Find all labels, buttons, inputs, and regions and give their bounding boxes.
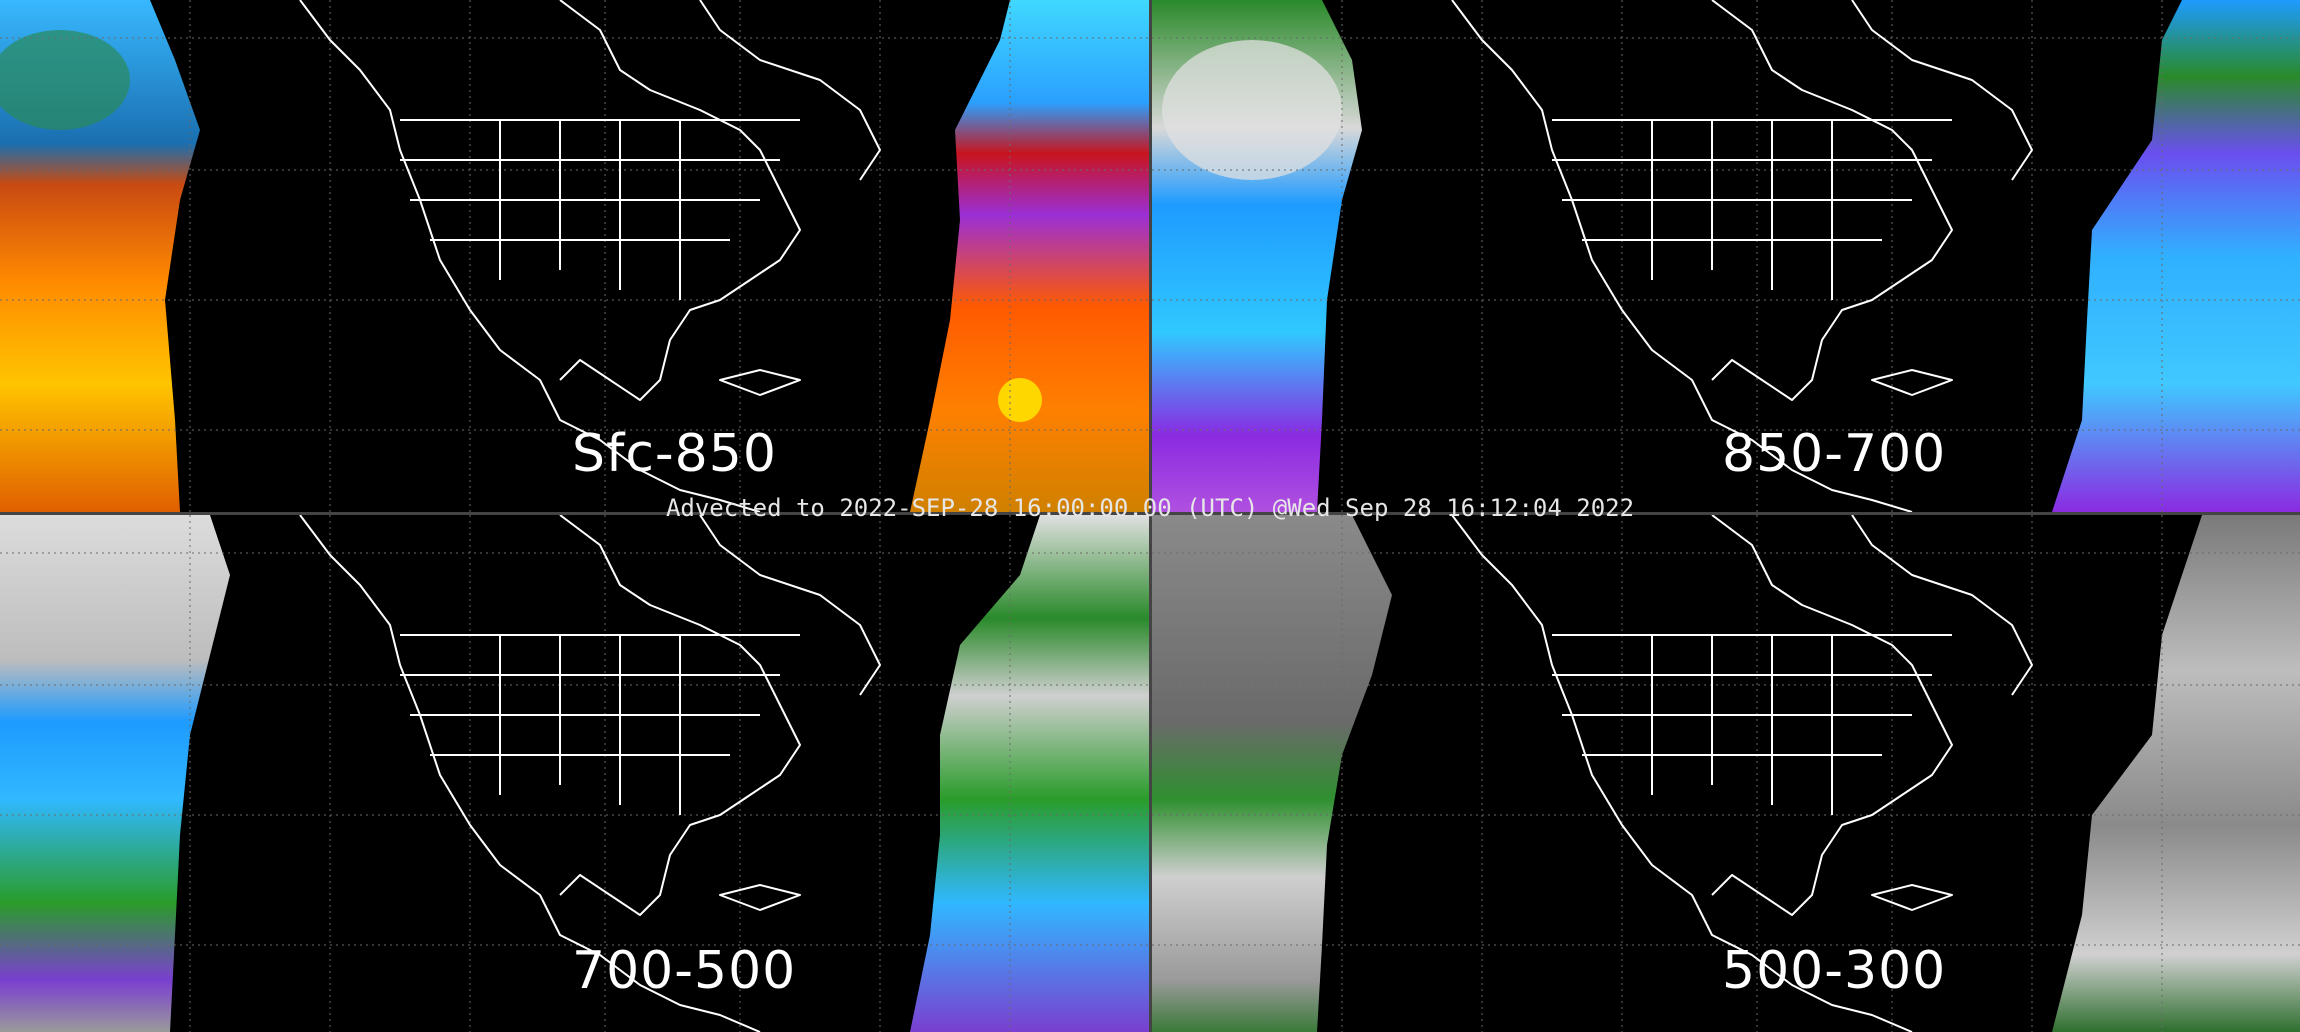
continent-outline	[299, 0, 881, 512]
grid-lines	[1152, 515, 2300, 1032]
advection-timestamp: Advected to 2022-SEP-28 16:00:00.00 (UTC…	[665, 494, 1635, 522]
gray-patch-west	[1162, 40, 1342, 180]
continent-outline	[1451, 0, 2033, 512]
grid-lines	[1152, 0, 2300, 512]
panel-sfc-850: Sfc-850	[0, 0, 1149, 512]
map-sfc-850	[0, 0, 1149, 512]
panel-divider-vertical	[1149, 0, 1152, 1032]
panel-700-500: 700-500	[0, 515, 1149, 1032]
grid-lines	[0, 515, 1149, 1032]
panel-divider-horizontal	[0, 512, 2300, 515]
data-swath-east	[2052, 0, 2300, 512]
data-swath-west	[0, 515, 230, 1032]
continent-outline	[299, 515, 881, 1032]
data-swath-east	[910, 0, 1149, 512]
layer-label: 850-700	[1722, 424, 1947, 484]
map-500-300	[1152, 515, 2300, 1032]
green-patch-west	[0, 30, 130, 130]
data-swath-east	[2052, 515, 2300, 1032]
layer-label: 700-500	[572, 941, 797, 1001]
grid-lines	[0, 0, 1149, 512]
data-swath-west	[1152, 515, 1392, 1032]
continent-outline	[1451, 515, 2033, 1032]
map-700-500	[0, 515, 1149, 1032]
data-swath-east	[910, 515, 1149, 1032]
panel-500-300: 500-300	[1152, 515, 2300, 1032]
panel-850-700: 850-700	[1152, 0, 2300, 512]
layer-label: Sfc-850	[572, 424, 777, 484]
hurricane-swirl	[998, 378, 1042, 422]
layer-label: 500-300	[1722, 941, 1947, 1001]
map-850-700	[1152, 0, 2300, 512]
